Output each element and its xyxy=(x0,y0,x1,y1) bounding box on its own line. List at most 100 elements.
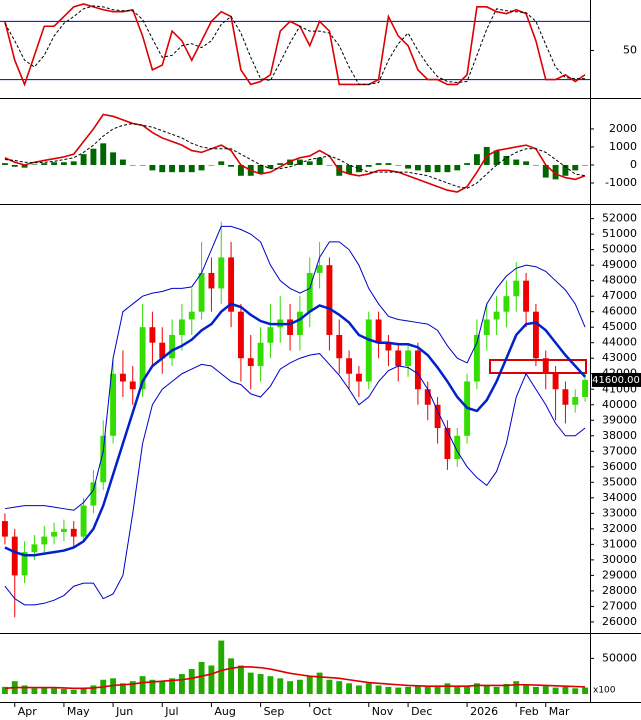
candle-body xyxy=(513,280,520,297)
series-line xyxy=(4,353,586,606)
bar xyxy=(277,163,284,165)
bar xyxy=(139,676,146,694)
bar xyxy=(149,679,156,694)
y-tick-label: 35000 xyxy=(602,475,637,488)
bar xyxy=(355,164,362,173)
candle-body xyxy=(532,311,539,359)
y-tick-label: 50000 xyxy=(602,651,637,664)
candle-body xyxy=(188,311,195,320)
bar xyxy=(129,681,136,694)
bar xyxy=(582,687,589,694)
bar xyxy=(60,689,67,694)
x-tick-label: Aug xyxy=(214,705,235,718)
last-price-box xyxy=(592,372,641,387)
bar xyxy=(119,683,126,694)
bar xyxy=(326,164,333,166)
y-tick-label: 50 xyxy=(623,44,637,57)
bar xyxy=(346,164,353,174)
bar xyxy=(414,164,421,171)
bar xyxy=(296,679,303,694)
bar xyxy=(552,164,559,180)
bar xyxy=(562,686,569,694)
bar xyxy=(434,164,441,173)
candle-body xyxy=(552,373,559,390)
bar xyxy=(532,164,539,166)
bar xyxy=(572,688,579,694)
bar xyxy=(483,685,490,694)
bar xyxy=(444,683,451,694)
bar xyxy=(434,685,441,694)
candle-body xyxy=(444,428,451,460)
bar xyxy=(375,163,382,165)
bar xyxy=(503,684,510,694)
x-tick-label: Oct xyxy=(313,705,333,718)
y-tick-label: 27000 xyxy=(602,599,637,612)
bar xyxy=(306,161,313,165)
candle-body xyxy=(414,350,421,390)
candle-body xyxy=(208,272,215,289)
bar xyxy=(464,685,471,694)
candle-body xyxy=(385,342,392,351)
y-tick-label: 40000 xyxy=(602,398,637,411)
y-tick-label: 52000 xyxy=(602,212,637,225)
bar xyxy=(503,155,510,165)
bar xyxy=(90,148,97,165)
bar xyxy=(365,164,372,167)
bar xyxy=(346,683,353,694)
bar xyxy=(267,164,274,169)
bar xyxy=(70,689,77,694)
candle-body xyxy=(405,350,412,366)
series-line xyxy=(4,123,586,189)
candle-body xyxy=(257,342,264,366)
bar xyxy=(267,676,274,694)
bar xyxy=(405,164,412,169)
y-tick-label: 34000 xyxy=(602,491,637,504)
bar xyxy=(582,164,589,166)
bar xyxy=(247,672,254,694)
x-tick-label: Jun xyxy=(115,705,133,718)
bar xyxy=(306,676,313,694)
bar xyxy=(523,685,530,694)
candle-body xyxy=(110,373,117,436)
candle-body xyxy=(523,280,530,312)
series-line xyxy=(4,302,587,557)
y-tick-label: 38000 xyxy=(602,429,637,442)
y-tick-label: 45000 xyxy=(602,320,637,333)
bar xyxy=(316,672,323,694)
bar xyxy=(454,686,461,694)
candle-body xyxy=(306,272,313,312)
candle-body xyxy=(365,319,372,382)
candle-body xyxy=(395,350,402,366)
bar xyxy=(218,640,225,694)
candle-body xyxy=(267,327,274,343)
bar xyxy=(424,164,431,173)
bar xyxy=(257,164,264,174)
candle-body xyxy=(139,327,146,390)
bar xyxy=(424,686,431,694)
y-tick-label: 46000 xyxy=(602,305,637,318)
y-tick-label: 49000 xyxy=(602,258,637,271)
candle-body xyxy=(326,265,333,335)
y-tick-label: 39000 xyxy=(602,413,637,426)
candle-body xyxy=(473,334,480,382)
y-tick-label: -1000 xyxy=(605,176,637,189)
bar xyxy=(169,164,176,173)
bar xyxy=(414,685,421,694)
candle-body xyxy=(169,334,176,359)
bar xyxy=(542,686,549,694)
bar xyxy=(493,686,500,694)
bar xyxy=(287,681,294,694)
bar xyxy=(11,164,18,167)
candle-body xyxy=(129,381,136,390)
x-tick-label: 2026 xyxy=(470,705,498,718)
y-tick-label: 28000 xyxy=(602,584,637,597)
bar xyxy=(198,661,205,694)
x-tick-label: Feb xyxy=(519,705,538,718)
bar xyxy=(395,687,402,694)
bar xyxy=(198,164,205,171)
candle-body xyxy=(434,404,441,429)
candle-body xyxy=(51,531,58,537)
bar xyxy=(139,164,146,166)
bar xyxy=(257,674,264,694)
bar xyxy=(572,164,579,171)
